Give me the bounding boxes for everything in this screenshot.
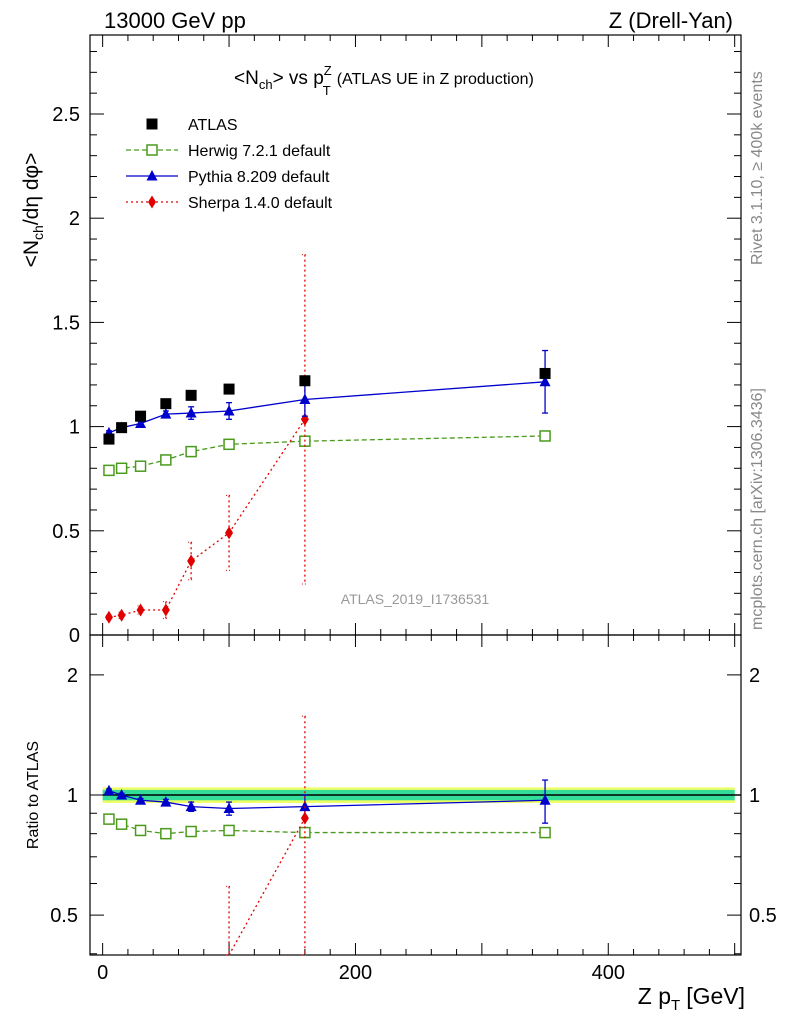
main-series-herwig-7-2-1-default: [103, 430, 551, 477]
main-point-sherpa-1-4-0-default: [104, 610, 113, 624]
main-line-pythia-8-209-default: [108, 381, 546, 434]
title-pt-sup: Z: [324, 63, 332, 78]
ratio-point-pythia-8-209-default: [539, 794, 551, 805]
main-point-atlas: [223, 383, 235, 395]
main-point-sherpa-1-4-0-default: [161, 603, 170, 617]
main-ytick-label: 2.5: [52, 104, 80, 126]
legend-marker-sherpa-1-4-0-default: [148, 195, 156, 209]
main-point-sherpa-1-4-0-default: [225, 526, 234, 540]
main-ytick-label: 0.5: [52, 521, 80, 543]
legend-label-herwig-7-2-1-default: Herwig 7.2.1 default: [188, 143, 331, 160]
main-point-sherpa-1-4-0-default: [187, 554, 196, 568]
mcplots-label: mcplots.cern.ch [arXiv:1306.3436]: [749, 388, 766, 630]
legend: ATLAS Herwig 7.2.1 default Pythia 8.209 de…: [126, 117, 333, 212]
main-series-pythia-8-209-default: [103, 349, 551, 438]
legend-marker-pythia-8-209-default: [146, 170, 158, 181]
title-middle: > vs p: [273, 68, 324, 89]
ratio-series-pythia-8-209-default: [103, 779, 551, 824]
main-point-atlas: [135, 410, 147, 422]
ratio-series-herwig-7-2-1-default: [103, 813, 551, 840]
legend-marker-atlas: [146, 118, 158, 130]
main-point-atlas: [160, 398, 172, 410]
ratio-plot-data: [103, 715, 551, 956]
main-point-pythia-8-209-default: [160, 408, 172, 419]
main-point-pythia-8-209-default: [539, 375, 551, 387]
main-point-herwig-7-2-1-default: [115, 462, 128, 475]
main-ytick-label: 1: [69, 417, 80, 439]
main-point-herwig-7-2-1-default: [134, 460, 147, 472]
ratio-ytick-label-right: 2: [749, 665, 760, 687]
ratio-point-herwig-7-2-1-default: [160, 827, 172, 840]
legend-marker-herwig-7-2-1-default: [146, 144, 158, 156]
x-tick-label: 0: [97, 962, 108, 984]
ratio-plot-frame: 0 200 400 0.5 0.5 1 1 2 2: [50, 634, 777, 984]
ratio-line-sherpa-1-4-0-default: [228, 817, 306, 956]
main-point-atlas: [539, 367, 551, 379]
main-point-herwig-7-2-1-default: [160, 454, 172, 466]
ratio-ytick-label-right: 1: [749, 785, 760, 807]
main-point-pythia-8-209-default: [299, 393, 311, 405]
title-prefix: <N: [234, 68, 259, 89]
x-tick-label: 200: [339, 962, 372, 984]
ratio-point-pythia-8-209-default: [103, 784, 115, 796]
main-point-atlas: [116, 422, 128, 434]
title-pt-sub: T: [323, 83, 331, 98]
main-point-pythia-8-209-default: [223, 404, 235, 416]
legend-label-sherpa-1-4-0-default: Sherpa 1.4.0 default: [188, 195, 333, 212]
main-ylabel: <Nch/dη dφ>: [20, 153, 46, 268]
ratio-point-pythia-8-209-default: [185, 800, 197, 812]
main-point-atlas: [299, 375, 311, 387]
ratio-point-herwig-7-2-1-default: [103, 813, 115, 825]
ratio-point-pythia-8-209-default: [116, 789, 128, 800]
main-point-pythia-8-209-default: [185, 407, 197, 418]
main-ytick-label: 1.5: [52, 312, 80, 334]
main-ytick-label: 2: [69, 208, 80, 230]
main-point-herwig-7-2-1-default: [185, 445, 197, 458]
header-left: 13000 GeV pp: [104, 8, 246, 33]
main-series-atlas: [103, 367, 551, 445]
main-point-atlas: [185, 389, 197, 401]
main-plot-data: [103, 254, 551, 624]
x-axis-label: Z pT [GeV]: [638, 983, 745, 1014]
ratio-ytick-label: 1: [67, 785, 78, 807]
main-ytick-label-zero: 0: [69, 625, 80, 647]
ratio-point-pythia-8-209-default: [223, 802, 235, 814]
x-tick-label: 400: [592, 962, 625, 984]
ratio-point-pythia-8-209-default: [299, 800, 311, 812]
main-point-herwig-7-2-1-default: [539, 430, 551, 442]
title-prefix-sub: ch: [259, 77, 273, 92]
analysis-id: ATLAS_2019_I1736531: [341, 591, 490, 607]
main-point-pythia-8-209-default: [135, 417, 147, 428]
title-suffix: (ATLAS UE in Z production): [337, 71, 534, 88]
main-point-atlas: [103, 433, 115, 445]
ratio-point-sherpa-1-4-0-default: [300, 811, 309, 825]
main-point-herwig-7-2-1-default: [223, 438, 235, 451]
ratio-ytick-label: 2: [67, 665, 78, 687]
ratio-point-pythia-8-209-default: [135, 794, 147, 805]
main-line-herwig-7-2-1-default: [108, 435, 546, 472]
main-point-herwig-7-2-1-default: [103, 464, 115, 477]
ratio-line-herwig-7-2-1-default: [108, 818, 546, 835]
ratio-point-herwig-7-2-1-default: [539, 826, 551, 839]
ratio-series-sherpa-1-4-0-default: [226, 715, 309, 956]
ratio-ytick-label-right: 0.5: [749, 905, 777, 927]
ratio-ylabel: Ratio to ATLAS: [25, 741, 42, 849]
ratio-point-herwig-7-2-1-default: [223, 824, 235, 837]
main-point-sherpa-1-4-0-default: [117, 608, 126, 622]
ratio-ytick-label: 0.5: [50, 905, 78, 927]
rivet-label: Rivet 3.1.10, ≥ 400k events: [749, 71, 766, 265]
ratio-point-pythia-8-209-default: [160, 796, 172, 807]
ratio-point-herwig-7-2-1-default: [115, 818, 128, 830]
ratio-point-herwig-7-2-1-default: [134, 824, 147, 837]
header-right: Z (Drell-Yan): [609, 8, 733, 33]
ratio-point-herwig-7-2-1-default: [185, 825, 197, 838]
chart-title: <Nch> vs pZ T (ATLAS UE in Z production): [234, 63, 534, 98]
legend-label-atlas: ATLAS: [188, 117, 238, 134]
main-series-sherpa-1-4-0-default: [104, 254, 309, 624]
main-point-sherpa-1-4-0-default: [136, 603, 145, 617]
legend-label-pythia-8-209-default: Pythia 8.209 default: [188, 169, 330, 186]
